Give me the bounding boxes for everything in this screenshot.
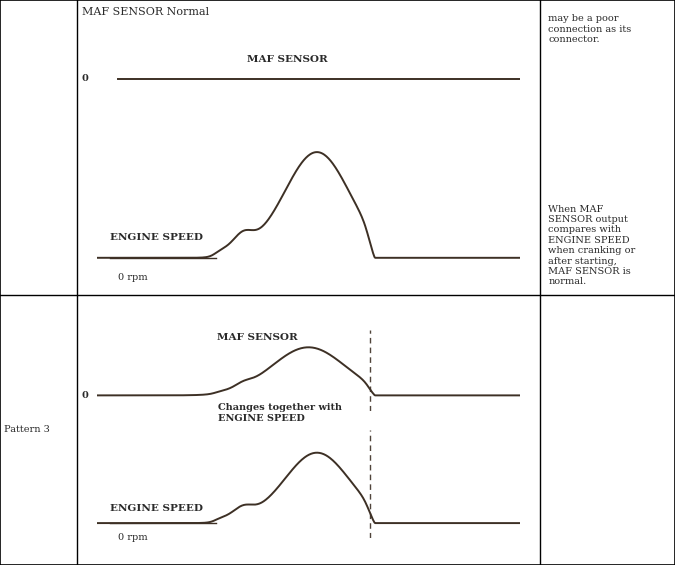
Text: Changes together with
ENGINE SPEED: Changes together with ENGINE SPEED — [217, 403, 342, 423]
Text: Pattern 3: Pattern 3 — [4, 425, 50, 434]
Text: 0 rpm: 0 rpm — [118, 533, 148, 542]
Text: ENGINE SPEED: ENGINE SPEED — [110, 233, 203, 242]
Text: 0 rpm: 0 rpm — [118, 273, 148, 282]
Text: When MAF
SENSOR output
compares with
ENGINE SPEED
when cranking or
after startin: When MAF SENSOR output compares with ENG… — [548, 205, 635, 286]
Text: 0: 0 — [82, 391, 88, 400]
Text: ENGINE SPEED: ENGINE SPEED — [110, 504, 203, 513]
Text: MAF SENSOR Normal: MAF SENSOR Normal — [82, 7, 209, 17]
Text: MAF SENSOR: MAF SENSOR — [217, 333, 298, 342]
Text: may be a poor
connection as its
connector.: may be a poor connection as its connecto… — [548, 14, 631, 44]
Text: 0: 0 — [82, 74, 88, 83]
Text: MAF SENSOR: MAF SENSOR — [247, 55, 328, 64]
